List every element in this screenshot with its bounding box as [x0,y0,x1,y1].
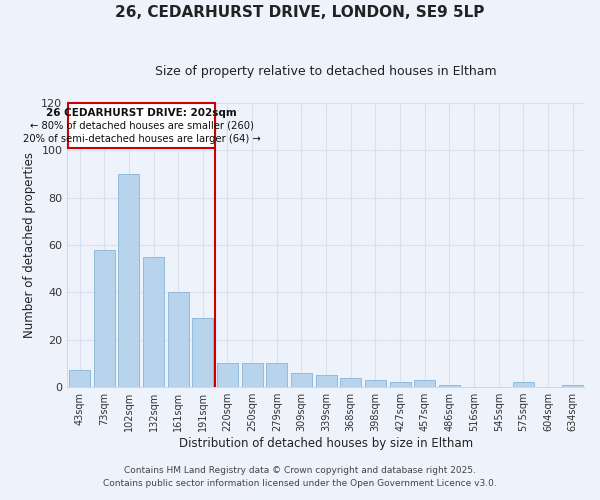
Bar [365,380,386,387]
Bar [414,380,435,387]
Bar [69,370,90,387]
Bar [242,364,263,387]
Bar [562,384,583,387]
Bar [94,250,115,387]
Bar [439,384,460,387]
Text: Contains HM Land Registry data © Crown copyright and database right 2025.
Contai: Contains HM Land Registry data © Crown c… [103,466,497,487]
Text: ← 80% of detached houses are smaller (260): ← 80% of detached houses are smaller (26… [29,120,253,130]
Text: 20% of semi-detached houses are larger (64) →: 20% of semi-detached houses are larger (… [23,134,260,143]
Bar [316,375,337,387]
Bar [118,174,139,387]
Y-axis label: Number of detached properties: Number of detached properties [23,152,35,338]
Text: 26 CEDARHURST DRIVE: 202sqm: 26 CEDARHURST DRIVE: 202sqm [46,108,237,118]
Text: 26, CEDARHURST DRIVE, LONDON, SE9 5LP: 26, CEDARHURST DRIVE, LONDON, SE9 5LP [115,5,485,20]
Bar [217,364,238,387]
Bar [143,257,164,387]
Bar [389,382,410,387]
FancyBboxPatch shape [68,103,215,148]
Bar [193,318,214,387]
Bar [167,292,188,387]
Bar [513,382,534,387]
Bar [340,378,361,387]
X-axis label: Distribution of detached houses by size in Eltham: Distribution of detached houses by size … [179,437,473,450]
Bar [266,364,287,387]
Bar [291,373,312,387]
Title: Size of property relative to detached houses in Eltham: Size of property relative to detached ho… [155,65,497,78]
